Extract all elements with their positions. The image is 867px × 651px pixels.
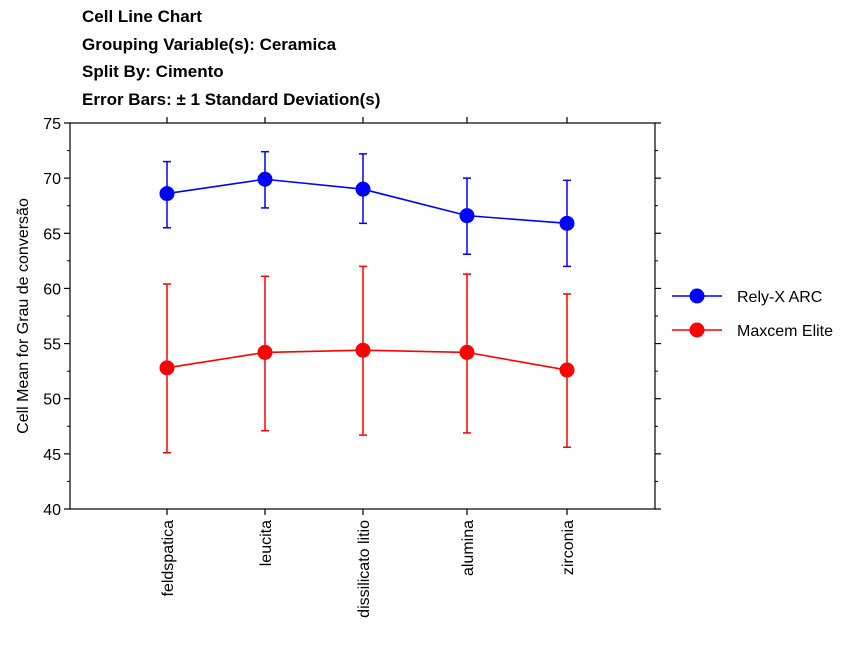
title-line-3: Split By: Cimento [82, 62, 224, 81]
y-axis-label: Cell Mean for Grau de conversão [15, 198, 32, 434]
x-tick-label: alumina [460, 520, 477, 576]
legend-marker [689, 322, 705, 338]
x-tick-label: leucita [258, 520, 275, 566]
y-axis: 40 45 50 55 60 65 70 75 [43, 116, 661, 519]
legend-marker [689, 288, 705, 304]
y-tick-label: 60 [43, 281, 61, 298]
legend-label: Maxcem Elite [737, 323, 833, 340]
legend-label: Rely-X ARC [737, 289, 822, 306]
y-tick-label: 65 [43, 226, 61, 243]
y-tick-label: 45 [43, 447, 61, 464]
title-line-4: Error Bars: ± 1 Standard Deviation(s) [82, 90, 380, 109]
y-tick-label: 55 [43, 337, 61, 354]
series-maxcem-elite [159, 265, 575, 454]
legend-item: Maxcem Elite [672, 322, 833, 340]
data-point [355, 342, 371, 358]
data-point [159, 186, 175, 202]
y-tick-label: 50 [43, 392, 61, 409]
series-rely-x-arc [159, 150, 575, 268]
y-tick-label: 70 [43, 171, 61, 188]
x-tick-label: dissilicato litio [356, 520, 373, 618]
title-line-2: Grouping Variable(s): Ceramica [82, 35, 337, 54]
data-point [257, 171, 273, 187]
x-axis: feldspatica leucita dissilicato litio alumi… [160, 117, 577, 618]
title-line-1: Cell Line Chart [82, 7, 202, 26]
x-tick-label: zirconia [560, 520, 577, 575]
y-tick-label: 75 [43, 116, 61, 133]
x-tick-label: feldspatica [160, 520, 177, 597]
data-point [459, 344, 475, 360]
data-point [355, 181, 371, 197]
legend: Rely-X ARC Maxcem Elite [672, 288, 833, 340]
series-group [159, 150, 575, 454]
data-point [459, 208, 475, 224]
data-point [257, 344, 273, 360]
data-point [159, 360, 175, 376]
data-point [559, 362, 575, 378]
y-tick-label: 40 [43, 502, 61, 519]
chart-title: Cell Line Chart Grouping Variable(s): Ce… [82, 7, 380, 109]
legend-item: Rely-X ARC [672, 288, 822, 306]
data-point [559, 215, 575, 231]
